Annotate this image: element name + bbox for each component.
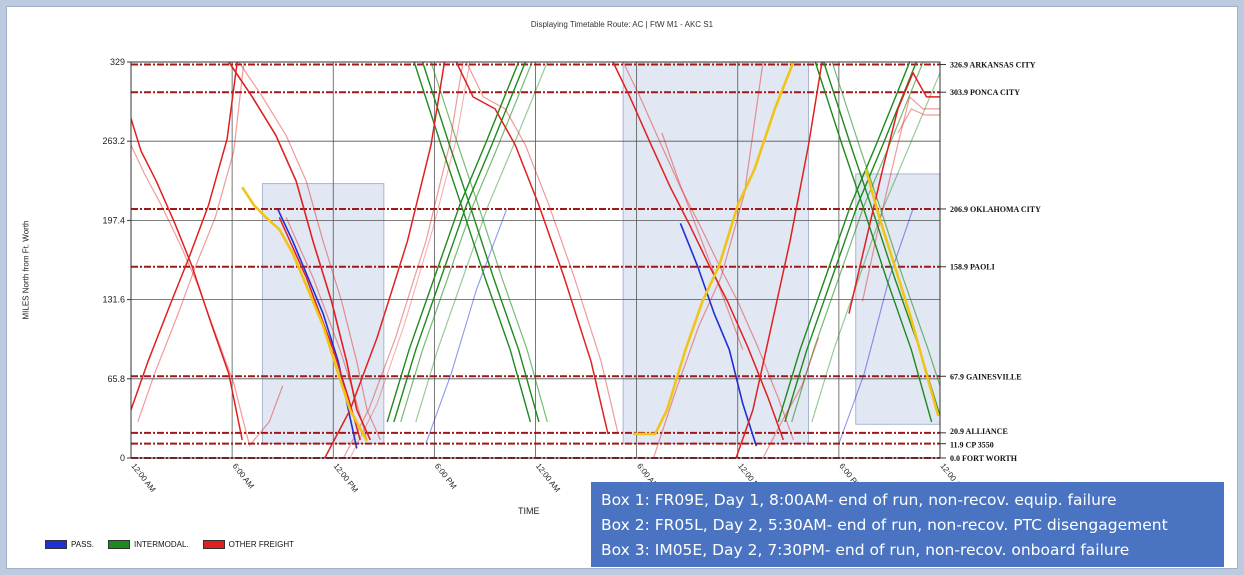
train-line bbox=[400, 61, 533, 423]
train-line bbox=[831, 61, 941, 386]
annotation-box-1: Box 1: FR09E, Day 1, 8:00AM- end of run,… bbox=[601, 491, 1117, 509]
train-line bbox=[386, 61, 520, 423]
annotation-box-3: Box 3: IM05E, Day 2, 7:30PM- end of run,… bbox=[601, 541, 1130, 559]
train-line bbox=[238, 61, 381, 441]
train-line bbox=[861, 96, 940, 302]
train-line bbox=[455, 61, 609, 435]
train-line bbox=[814, 61, 933, 423]
train-line bbox=[777, 61, 911, 423]
train-line bbox=[612, 61, 785, 441]
station-label: 20.9 ALLIANCE bbox=[950, 427, 1008, 436]
x-tick-label: 6:00 AM bbox=[231, 462, 256, 491]
y-tick-label: 0 bbox=[120, 453, 125, 463]
train-line bbox=[838, 208, 914, 444]
highlight-box-3 bbox=[855, 173, 941, 425]
train-line bbox=[679, 223, 758, 447]
train-line bbox=[421, 61, 540, 423]
station-label: 67.9 GAINESVILLE bbox=[950, 372, 1022, 381]
y-tick-label: 197.4 bbox=[102, 215, 125, 225]
annotation-box-2: Box 2: FR05L, Day 2, 5:30AM- end of run,… bbox=[601, 516, 1168, 534]
train-line bbox=[791, 61, 924, 423]
legend: PASS. INTERMODAL. OTHER FREIGHT bbox=[45, 540, 294, 549]
y-tick-label: 65.8 bbox=[107, 374, 125, 384]
x-tick-label: 12:00 AM bbox=[129, 462, 157, 494]
train-line bbox=[349, 61, 471, 459]
train-line bbox=[130, 144, 250, 444]
train-series bbox=[130, 61, 941, 459]
train-line bbox=[130, 118, 243, 441]
train-line bbox=[241, 186, 369, 442]
legend-swatch-other-freight bbox=[202, 540, 225, 549]
train-line bbox=[413, 61, 532, 423]
station-label: 326.9 ARKANSAS CITY bbox=[950, 61, 1036, 70]
x-tick-label: 12:00 PM bbox=[332, 462, 360, 495]
train-line bbox=[130, 61, 238, 411]
plot-frame bbox=[130, 61, 941, 459]
legend-label-pass: PASS. bbox=[71, 540, 94, 549]
train-line bbox=[228, 61, 372, 441]
train-line bbox=[465, 61, 619, 435]
train-line bbox=[393, 61, 527, 423]
legend-item-pass: PASS. bbox=[45, 540, 94, 549]
x-axis-label: TIME bbox=[518, 506, 540, 516]
y-tick-label: 263.2 bbox=[102, 136, 125, 146]
legend-item-other-freight: OTHER FREIGHT bbox=[202, 540, 294, 549]
legend-label-intermodal: INTERMODAL. bbox=[133, 540, 189, 549]
train-line bbox=[652, 61, 764, 459]
annotation-box: Box 1: FR09E, Day 1, 8:00AM- end of run,… bbox=[591, 482, 1224, 567]
train-line bbox=[276, 208, 358, 449]
train-line bbox=[784, 61, 918, 423]
train-line bbox=[811, 72, 941, 423]
train-line bbox=[622, 61, 794, 441]
train-line bbox=[735, 61, 823, 459]
y-tick-label: 131.6 bbox=[102, 295, 125, 305]
train-line bbox=[324, 61, 446, 459]
train-line bbox=[248, 385, 284, 447]
chart-title: Displaying Timetable Route: AC | FtW M1 … bbox=[530, 20, 714, 29]
train-line bbox=[864, 168, 940, 417]
train-line bbox=[278, 216, 361, 441]
train-line bbox=[137, 61, 245, 423]
train-line bbox=[430, 61, 548, 423]
train-line bbox=[415, 61, 548, 423]
station-label: 0.0 FORT WORTH bbox=[950, 454, 1018, 463]
station-label: 158.9 PAOLI bbox=[950, 263, 995, 272]
train-line bbox=[661, 132, 744, 350]
train-line bbox=[897, 108, 940, 134]
legend-item-intermodal: INTERMODAL. bbox=[107, 540, 189, 549]
train-line bbox=[633, 61, 795, 436]
train-line bbox=[848, 72, 940, 314]
legend-label-other-freight: OTHER FREIGHT bbox=[228, 540, 294, 549]
y-tick-label: 329 bbox=[110, 57, 125, 67]
legend-swatch-intermodal bbox=[107, 540, 130, 549]
station-label: 303.9 PONCA CITY bbox=[950, 88, 1020, 97]
highlight-box-2 bbox=[622, 61, 810, 445]
legend-swatch-pass bbox=[45, 540, 67, 549]
train-line bbox=[762, 337, 820, 459]
station-label: 206.9 OKLAHOMA CITY bbox=[950, 205, 1041, 214]
x-tick-label: 6:00 PM bbox=[433, 462, 459, 491]
train-line bbox=[425, 208, 508, 444]
train-line bbox=[342, 61, 464, 459]
x-tick-label: 12:00 AM bbox=[534, 462, 562, 494]
station-label: 11.9 CP 3550 bbox=[950, 441, 994, 450]
